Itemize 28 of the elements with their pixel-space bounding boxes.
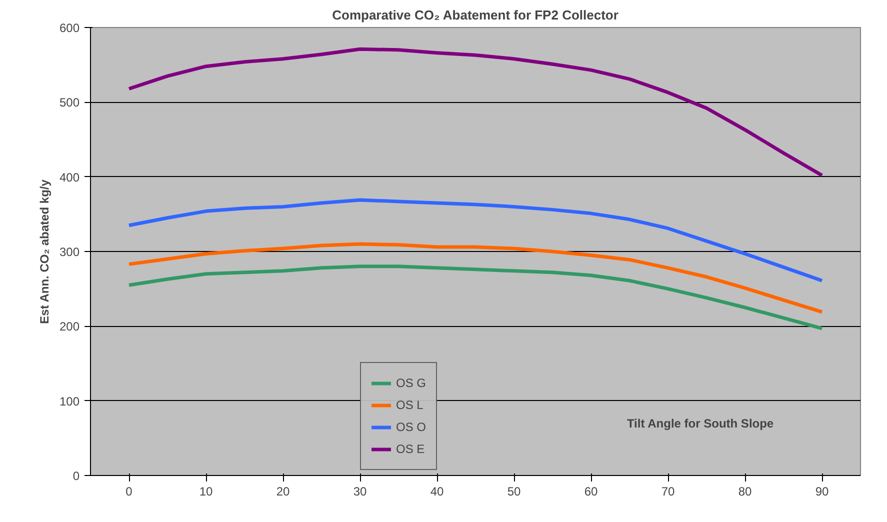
line-series	[127, 198, 824, 282]
chart-title: Comparative CO₂ Abatement for FP2 Collector	[332, 8, 618, 22]
x-tick-label: 40	[430, 484, 444, 498]
legend-label: OS O	[396, 420, 426, 434]
legend-label: OS L	[396, 398, 424, 412]
line-series	[127, 264, 824, 330]
line-series	[127, 47, 824, 178]
x-tick-label: 70	[661, 484, 675, 498]
y-tick-label: 200	[59, 320, 80, 334]
x-tick-label: 60	[584, 484, 598, 498]
x-tick-label: 50	[507, 484, 521, 498]
y-tick-label: 100	[59, 394, 80, 408]
x-tick-label: 10	[199, 484, 213, 498]
legend-label: OS E	[396, 442, 425, 456]
y-tick-label: 300	[59, 245, 80, 259]
x-tick-label: 0	[126, 484, 133, 498]
y-tick-label: 0	[72, 469, 80, 483]
legend-label: OS G	[396, 376, 426, 390]
y-tick-label: 500	[59, 96, 80, 110]
x-tick-label: 80	[738, 484, 752, 498]
y-tick-label: 400	[59, 170, 80, 184]
y-axis-title: Est Ann. CO₂ abated kg/y	[37, 179, 52, 324]
x-tick-label: 90	[815, 484, 829, 498]
x-tick-label: 20	[276, 484, 290, 498]
line-series	[127, 242, 824, 314]
x-tick-label: 30	[353, 484, 367, 498]
x-axis-title: Tilt Angle for South Slope	[626, 416, 774, 430]
y-tick-label: 600	[59, 21, 80, 35]
